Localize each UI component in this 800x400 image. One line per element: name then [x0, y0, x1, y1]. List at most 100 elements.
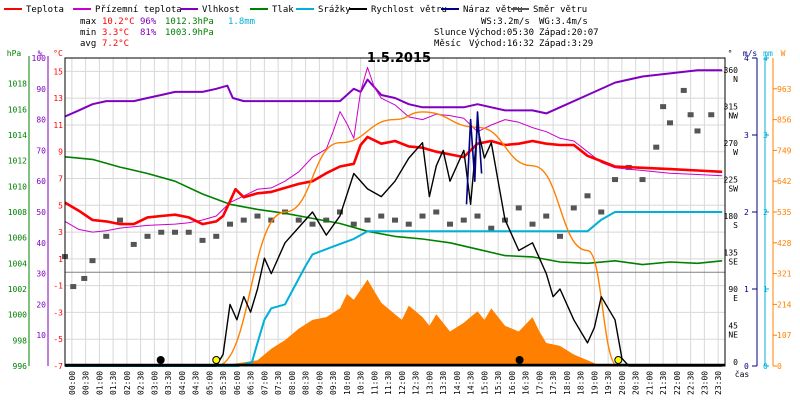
x-tick-label: 20:30 — [632, 371, 641, 395]
x-tick-label: 02:30 — [137, 371, 146, 395]
wind-direction-dot — [144, 233, 151, 239]
axis-pct-unit: % — [38, 49, 43, 58]
sun-label: Slunce — [434, 28, 467, 38]
wind-direction-dot — [708, 112, 715, 118]
x-tick-label: 19:00 — [590, 371, 599, 395]
wind-direction-dot — [543, 213, 550, 219]
axis-pct-tick: 100 — [32, 54, 47, 63]
axis-pct-tick: 90 — [36, 85, 46, 94]
axis-dir-label: NW — [728, 112, 738, 121]
wind-direction-dot — [687, 112, 694, 118]
axis-pct-tick: 80 — [36, 116, 46, 125]
axis-hpa-tick: 998 — [13, 336, 28, 345]
axis-temp-tick: -1 — [53, 282, 63, 291]
stat-temp-max: 10.2°C — [102, 17, 135, 27]
wind-direction-dot — [680, 87, 687, 93]
wind-direction-dot — [295, 217, 302, 223]
rain-line — [65, 211, 723, 367]
x-tick-label: 01:00 — [95, 371, 104, 395]
x-tick-label: 18:00 — [563, 371, 572, 395]
axis-hpa-tick: 1016 — [8, 105, 27, 114]
x-tick-label: 05:30 — [219, 371, 228, 395]
x-tick-label: 22:30 — [687, 371, 696, 395]
axis-temp-tick: 5 — [58, 201, 63, 210]
wind-speed-line — [65, 126, 723, 367]
axis-hpa-unit: hPa — [7, 49, 22, 58]
axis-solar-tick: 535 — [777, 208, 792, 217]
wind-direction-dot — [612, 177, 618, 183]
axis-dir-tick: 45 — [728, 322, 738, 331]
axis-dir-label: W — [733, 148, 738, 157]
x-tick-label: 00:00 — [68, 371, 77, 395]
axis-solar-tick: 0 — [777, 362, 782, 371]
wind-direction-dot — [474, 213, 481, 219]
x-tick-label: 22:00 — [673, 371, 682, 395]
axis-dir-tick: 0 — [733, 358, 738, 367]
wind-direction-dot — [447, 221, 453, 227]
axis-dir-tick: 90 — [728, 285, 738, 294]
sunrise-icon — [212, 356, 221, 364]
wind-direction-dot — [694, 128, 701, 134]
legend-label: Náraz větru — [463, 5, 523, 15]
solar-radiation-area — [219, 279, 602, 366]
x-tick-label: 14:30 — [467, 371, 476, 395]
wind-direction-dot — [172, 229, 178, 235]
x-tick-label: 13:00 — [425, 371, 434, 395]
wind-direction-dot — [309, 221, 316, 227]
wind-direction-dot — [639, 177, 646, 183]
axis-mm-tick: 4 — [763, 54, 768, 63]
axis-mm-unit: mm — [763, 49, 773, 58]
axis-temp-tick: -5 — [53, 335, 63, 344]
axis-hpa-tick: 1004 — [8, 259, 27, 268]
axis-solar-tick: 856 — [777, 116, 792, 125]
stat-rain-max: 1.8mm — [228, 17, 255, 27]
stat-hum-max: 96% — [140, 17, 157, 27]
moon-rise: Východ:16:32 — [469, 39, 534, 49]
x-tick-label: 12:00 — [398, 371, 407, 395]
axis-hpa-tick: 1018 — [8, 80, 27, 89]
axis-temp-tick: 11 — [53, 121, 63, 130]
axis-temp-tick: 13 — [53, 94, 63, 103]
axis-pct-tick: 50 — [36, 208, 46, 217]
axis-dir-label: N — [733, 75, 738, 84]
axis-hpa-tick: 1008 — [8, 208, 27, 217]
x-tick-label: 07:30 — [274, 371, 283, 395]
stat-label-max: max — [80, 17, 97, 27]
axis-mm-tick: 2 — [763, 208, 768, 217]
axis-hpa-tick: 1002 — [8, 285, 27, 294]
wind-direction-dot — [433, 209, 440, 215]
wind-direction-dot — [584, 193, 591, 199]
axis-solar-tick: 428 — [777, 239, 792, 248]
axis-hpa-tick: 1000 — [8, 311, 27, 320]
axis-dir-label: S — [733, 221, 738, 230]
axis-hpa-tick: 1010 — [8, 182, 27, 191]
x-tick-label: 21:30 — [659, 371, 668, 395]
x-tick-label: 09:30 — [329, 371, 338, 395]
wind-direction-dot — [419, 213, 426, 219]
wind-direction-dot — [515, 205, 522, 211]
legend-label: Tlak — [272, 5, 294, 15]
moon-label: Měsíc — [434, 39, 461, 49]
wind-direction-dot — [364, 217, 371, 223]
wind-direction-dot — [70, 284, 77, 290]
wind-direction-dot — [598, 209, 605, 215]
axis-temp-tick: 7 — [58, 175, 63, 184]
axis-pct-tick: 40 — [36, 239, 46, 248]
wind-direction-dot — [488, 225, 495, 231]
moonrise-icon — [515, 356, 524, 364]
x-tick-label: 20:00 — [618, 371, 627, 395]
x-tick-label: 21:00 — [645, 371, 654, 395]
x-tick-label: 23:00 — [700, 371, 709, 395]
wind-direction-dot — [199, 237, 206, 243]
axis-hpa-tick: 1012 — [8, 157, 27, 166]
wind-direction-dot — [227, 221, 233, 227]
axis-dir-label: SE — [728, 258, 738, 267]
legend-label: Srážky — [318, 5, 351, 15]
axis-pct-tick: 60 — [36, 177, 46, 186]
axis-mm-tick: 0 — [763, 362, 768, 371]
axis-dir-tick: 270 — [724, 139, 739, 148]
wind-direction-dot — [185, 229, 192, 235]
stat-press-max: 1012.3hPa — [165, 17, 214, 27]
axis-dir-tick: 180 — [724, 212, 739, 221]
x-tick-label: 15:00 — [480, 371, 489, 395]
